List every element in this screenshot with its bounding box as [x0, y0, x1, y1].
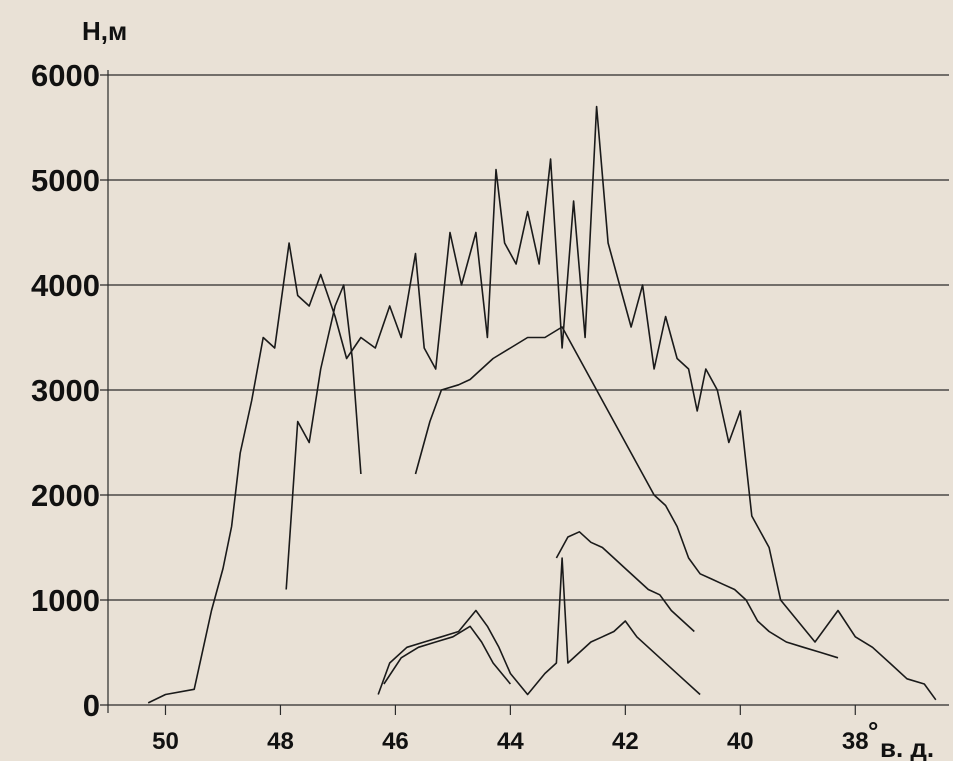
- x-tick-label: 48: [267, 728, 294, 755]
- profile-line-3: [414, 326, 839, 659]
- series-layer: [147, 105, 937, 704]
- x-axis-label: в. д.: [880, 733, 934, 761]
- profile-line-1: [147, 105, 937, 704]
- y-axis-label: Н,м: [82, 16, 127, 46]
- x-tick-label: 38: [842, 728, 869, 755]
- profile-line-2: [285, 284, 362, 590]
- y-tick-label: 4000: [31, 268, 100, 303]
- x-tick-label: 50: [152, 728, 179, 755]
- x-tick-label: 44: [497, 728, 524, 755]
- y-tick-label: 0: [83, 688, 100, 723]
- x-tick-label: 46: [382, 728, 409, 755]
- y-tick-label: 3000: [31, 373, 100, 408]
- profile-line-6: [383, 625, 512, 685]
- y-tick-label: 2000: [31, 478, 100, 513]
- y-tick-label: 1000: [31, 583, 100, 618]
- profile-line-5: [377, 557, 701, 696]
- profile-line-4: [555, 530, 695, 633]
- y-tick-label: 6000: [31, 58, 100, 93]
- tick-layer: 0 1000 2000 3000 4000 5000 6000 50 48 46 44 42 40 38: [31, 58, 869, 755]
- y-tick-label: 5000: [31, 163, 100, 198]
- grid-layer: [100, 70, 949, 713]
- x-tick-label: 40: [727, 728, 754, 755]
- degree-symbol: °: [868, 716, 878, 746]
- x-tick-label: 42: [612, 728, 639, 755]
